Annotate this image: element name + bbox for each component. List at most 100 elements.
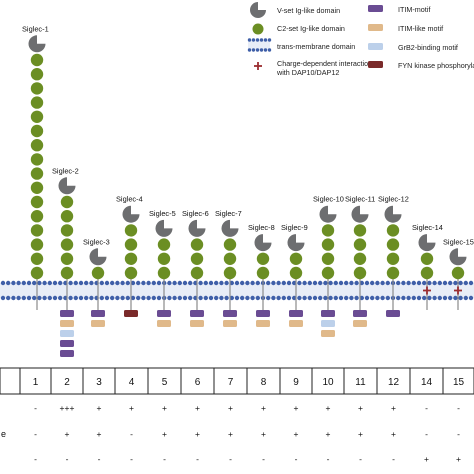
legend-membrane-head [267,48,272,52]
table-cell: + [228,429,233,439]
c2set-domain [124,224,138,237]
membrane-head-top [312,280,318,286]
membrane-head-top [458,280,463,286]
membrane-head-top [349,280,354,286]
membrane-head-bottom [156,295,162,301]
membrane-head-top [73,280,79,286]
table-cell: + [456,454,461,464]
membrane-head-top [229,280,234,286]
table-cell: - [34,403,37,413]
membrane-head-bottom [323,295,328,301]
membrane-head-top [115,280,120,286]
membrane-head-bottom [32,295,37,301]
siglec-4: Siglec-4 [116,195,143,317]
table-column-number: 12 [388,377,400,388]
membrane-head-bottom [245,295,250,301]
membrane-head-bottom [370,295,375,301]
itim-motif [223,310,237,317]
membrane-head-top [11,280,16,286]
membrane-head-bottom [432,295,437,301]
c2set-domain [30,167,44,180]
membrane-head-top [89,280,94,286]
membrane-head-top [177,280,182,286]
itim-motif [353,310,367,317]
vset-domain [89,248,107,266]
legend-grb2-label: GrB2-binding motif [398,43,458,52]
fyn-motif [124,310,138,317]
vset-domain [122,205,140,223]
c2set-domain [124,252,138,265]
c2set-domain [30,266,44,280]
table-cell: + [162,429,167,439]
legend-vset-icon [250,2,266,18]
membrane-head-bottom [271,295,276,301]
membrane-head-top [359,280,364,286]
siglec-11: Siglec-11 [345,195,375,327]
c2set-domain [30,181,44,194]
table-cell: + [294,429,299,439]
table-cell: - [163,454,166,464]
c2set-domain [353,238,367,251]
table-cell: + [129,403,134,413]
table-cell: + [228,403,233,413]
vset-domain [418,234,436,252]
vset-domain [188,219,206,237]
legend-itim-like-icon [368,24,383,31]
table-cell: +++ [60,403,75,413]
membrane-head-bottom [453,295,458,301]
membrane-head-top [21,280,26,286]
c2set-domain [289,252,303,265]
legend-itim-label: ITIM-motif [398,5,430,14]
membrane-head-top [364,280,370,286]
membrane-head-top [271,280,276,286]
table-cell: - [262,454,265,464]
table-cell: - [130,429,133,439]
siglec-label: Siglec-14 [412,223,443,232]
membrane-head-top [448,280,453,286]
membrane-head-bottom [120,295,125,301]
membrane-head-bottom [427,295,432,301]
membrane-head-top [422,280,427,286]
table-cell: + [195,403,200,413]
c2set-domain [420,252,434,265]
membrane-head-top [26,280,32,286]
membrane-head-bottom [286,295,292,301]
table-cell: + [97,403,102,413]
itim-like-motif [60,320,74,327]
membrane-head-top [416,280,422,286]
membrane-head-top [203,280,208,286]
c2set-domain [451,266,465,280]
membrane-head-bottom [338,295,344,301]
siglec-label: Siglec-3 [83,237,110,246]
c2set-domain [386,224,400,237]
membrane-head-bottom [26,295,32,301]
table-column-number: 10 [322,377,334,388]
table-cell: + [358,429,363,439]
membrane-head-bottom [229,295,234,301]
itim-motif [60,350,74,357]
c2set-domain [386,238,400,251]
membrane-head-bottom [240,295,245,301]
membrane-head-top [375,280,380,286]
cell-membrane [0,280,474,301]
membrane-head-top [167,280,172,286]
c2set-domain [386,266,400,280]
legend-membrane-head [259,48,264,52]
membrane-head-top [37,280,42,286]
siglec-1: Siglec-1 [22,24,49,310]
membrane-head-bottom [146,295,151,301]
membrane-head-top [120,280,125,286]
membrane-head-bottom [281,295,286,301]
membrane-head-top [266,280,271,286]
table-column-number: 5 [162,377,168,388]
membrane-head-top [78,280,84,286]
c2set-domain [30,82,44,95]
membrane-head-top [214,280,219,286]
itim-like-motif [190,320,204,327]
membrane-head-bottom [37,295,42,301]
membrane-head-bottom [172,295,177,301]
table-cell: + [97,429,102,439]
table-column-number: 11 [355,377,366,388]
membrane-head-bottom [406,295,411,301]
siglec-13: Siglec-14 [412,223,443,310]
